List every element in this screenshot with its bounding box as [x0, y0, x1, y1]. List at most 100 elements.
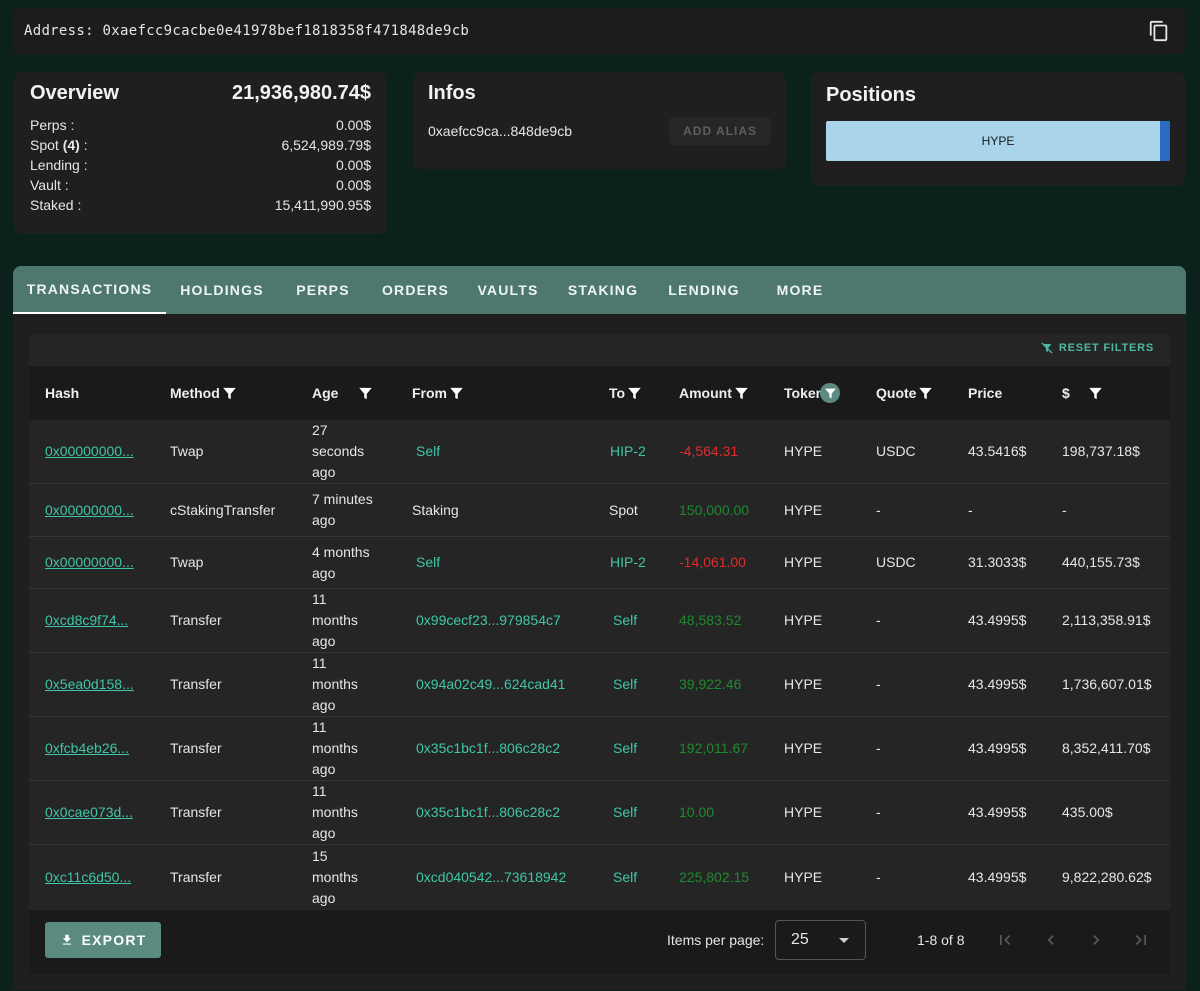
spot-suffix: :	[79, 137, 88, 153]
from-link[interactable]: 0x94a02c49...624cad41	[416, 676, 566, 692]
age: 11 months ago	[312, 591, 358, 649]
filter-icon[interactable]	[627, 385, 642, 402]
table-row: 0x5ea0d158... Transfer 11 months ago 0x9…	[29, 653, 1170, 717]
price: 43.4995$	[968, 804, 1027, 820]
items-per-page-label: Items per page:	[667, 932, 765, 948]
from-link[interactable]: 0xcd040542...73618942	[416, 869, 567, 885]
token: HYPE	[784, 869, 823, 885]
token: HYPE	[784, 612, 823, 628]
tab-staking[interactable]: STAKING	[567, 282, 639, 298]
filter-icon[interactable]	[918, 385, 933, 402]
hash-link[interactable]: 0xc11c6d50...	[45, 869, 132, 885]
caret-down-icon	[839, 938, 849, 943]
hash-link[interactable]: 0x5ea0d158...	[45, 676, 134, 692]
items-per-page-select[interactable]: 25	[775, 920, 866, 960]
overview-label: Staked :	[30, 197, 82, 213]
tab-more[interactable]: MORE	[776, 282, 824, 298]
filter-icon[interactable]	[222, 385, 237, 402]
quote: -	[876, 804, 881, 820]
amount: 225,802.15	[679, 869, 750, 885]
usd-value: 198,737.18$	[1062, 443, 1140, 459]
last-page-icon[interactable]	[1131, 930, 1151, 950]
hash-link[interactable]: 0xfcb4eb26...	[45, 740, 130, 756]
method: Twap	[170, 554, 204, 570]
overview-value: 15,411,990.95$	[274, 197, 371, 213]
overview-value: 0.00$	[335, 177, 371, 193]
spot-label: Spot	[30, 137, 59, 153]
token: HYPE	[784, 676, 823, 692]
overview-label: Vault :	[30, 177, 69, 193]
hash-link[interactable]: 0x00000000...	[45, 501, 134, 518]
filter-icon[interactable]	[1088, 385, 1103, 402]
to-link[interactable]: HIP-2	[610, 443, 646, 459]
price: 43.4995$	[968, 869, 1027, 885]
positions-bar-hype[interactable]: HYPE	[826, 121, 1170, 161]
quote: -	[876, 676, 881, 692]
tab-holdings[interactable]: HOLDINGS	[180, 282, 264, 298]
hash-link[interactable]: 0x0cae073d...	[45, 804, 133, 820]
token: HYPE	[784, 501, 823, 518]
to-link[interactable]: Self	[613, 612, 638, 628]
to-link[interactable]: Self	[613, 740, 638, 756]
usd-value: 440,155.73$	[1062, 554, 1140, 570]
usd-value: 8,352,411.70$	[1062, 740, 1151, 756]
overview-label: Perps :	[30, 117, 75, 133]
overview-value: 6,524,989.79$	[281, 137, 371, 153]
tab-transactions[interactable]: TRANSACTIONS	[13, 266, 166, 314]
export-label: EXPORT	[81, 932, 147, 948]
reset-filters-button[interactable]: RESET FILTERS	[1041, 342, 1154, 354]
from-link[interactable]: 0x99cecf23...979854c7	[416, 612, 561, 628]
tab-lending[interactable]: LENDING	[668, 282, 740, 298]
tab-vaults[interactable]: VAULTS	[477, 282, 539, 298]
first-page-icon[interactable]	[995, 930, 1015, 950]
col-hash-label: Hash	[45, 385, 80, 401]
infos-address: 0xaefcc9ca...848de9cb	[428, 123, 572, 139]
overview-value: 0.00$	[335, 157, 371, 173]
filter-active-icon[interactable]	[820, 383, 841, 403]
address-text: Address: 0xaefcc9cacbe0e41978bef1818358f…	[24, 23, 470, 39]
col-token: Token	[784, 366, 841, 420]
from-link[interactable]: Self	[416, 443, 441, 459]
overview-value: 0.00$	[335, 117, 371, 133]
next-page-icon[interactable]	[1086, 930, 1106, 950]
hash-link[interactable]: 0x00000000...	[45, 443, 134, 459]
method: Transfer	[170, 804, 222, 820]
tab-perps[interactable]: PERPS	[296, 282, 350, 298]
col-amount: Amount	[679, 366, 749, 420]
from-link[interactable]: 0x35c1bc1f...806c28c2	[416, 804, 560, 820]
reset-filters-label: RESET FILTERS	[1058, 342, 1154, 354]
prev-page-icon[interactable]	[1041, 930, 1061, 950]
to-link[interactable]: Self	[613, 804, 638, 820]
col-age: Age	[312, 366, 373, 420]
usd-value: 2,113,358.91$	[1062, 612, 1151, 628]
overview-label: Lending :	[30, 157, 88, 173]
positions-card: Positions HYPE	[811, 72, 1185, 186]
amount: 10.00	[679, 804, 715, 820]
copy-icon[interactable]	[1148, 20, 1170, 42]
hash-link[interactable]: 0xcd8c9f74...	[45, 612, 129, 628]
export-button[interactable]: EXPORT	[45, 922, 161, 958]
to-link[interactable]: HIP-2	[610, 554, 646, 570]
overview-row-spot: Spot (4) : 6,524,989.79$	[30, 135, 371, 155]
price: 43.4995$	[968, 740, 1027, 756]
token: HYPE	[784, 554, 823, 570]
filter-icon[interactable]	[734, 385, 749, 402]
to-link[interactable]: Self	[613, 869, 638, 885]
age: 11 months ago	[312, 719, 358, 777]
usd-value: 1,736,607.01$	[1062, 676, 1152, 692]
from-link[interactable]: 0x35c1bc1f...806c28c2	[416, 740, 560, 756]
quote: -	[876, 612, 881, 628]
add-alias-button[interactable]: ADD ALIAS	[669, 117, 771, 145]
from-link[interactable]: Self	[416, 554, 441, 570]
filter-off-icon	[1041, 342, 1053, 354]
to-link[interactable]: Self	[613, 676, 638, 692]
age: 11 months ago	[312, 783, 358, 841]
table-header: Hash Method Age From To Amount Token Quo…	[29, 366, 1170, 420]
filter-icon[interactable]	[449, 385, 464, 402]
col-method: Method	[170, 366, 237, 420]
tab-orders[interactable]: ORDERS	[381, 282, 450, 298]
age: 4 months ago	[312, 543, 370, 581]
amount: 150,000.00	[679, 501, 750, 518]
filter-icon[interactable]	[358, 385, 373, 402]
hash-link[interactable]: 0x00000000...	[45, 554, 134, 570]
